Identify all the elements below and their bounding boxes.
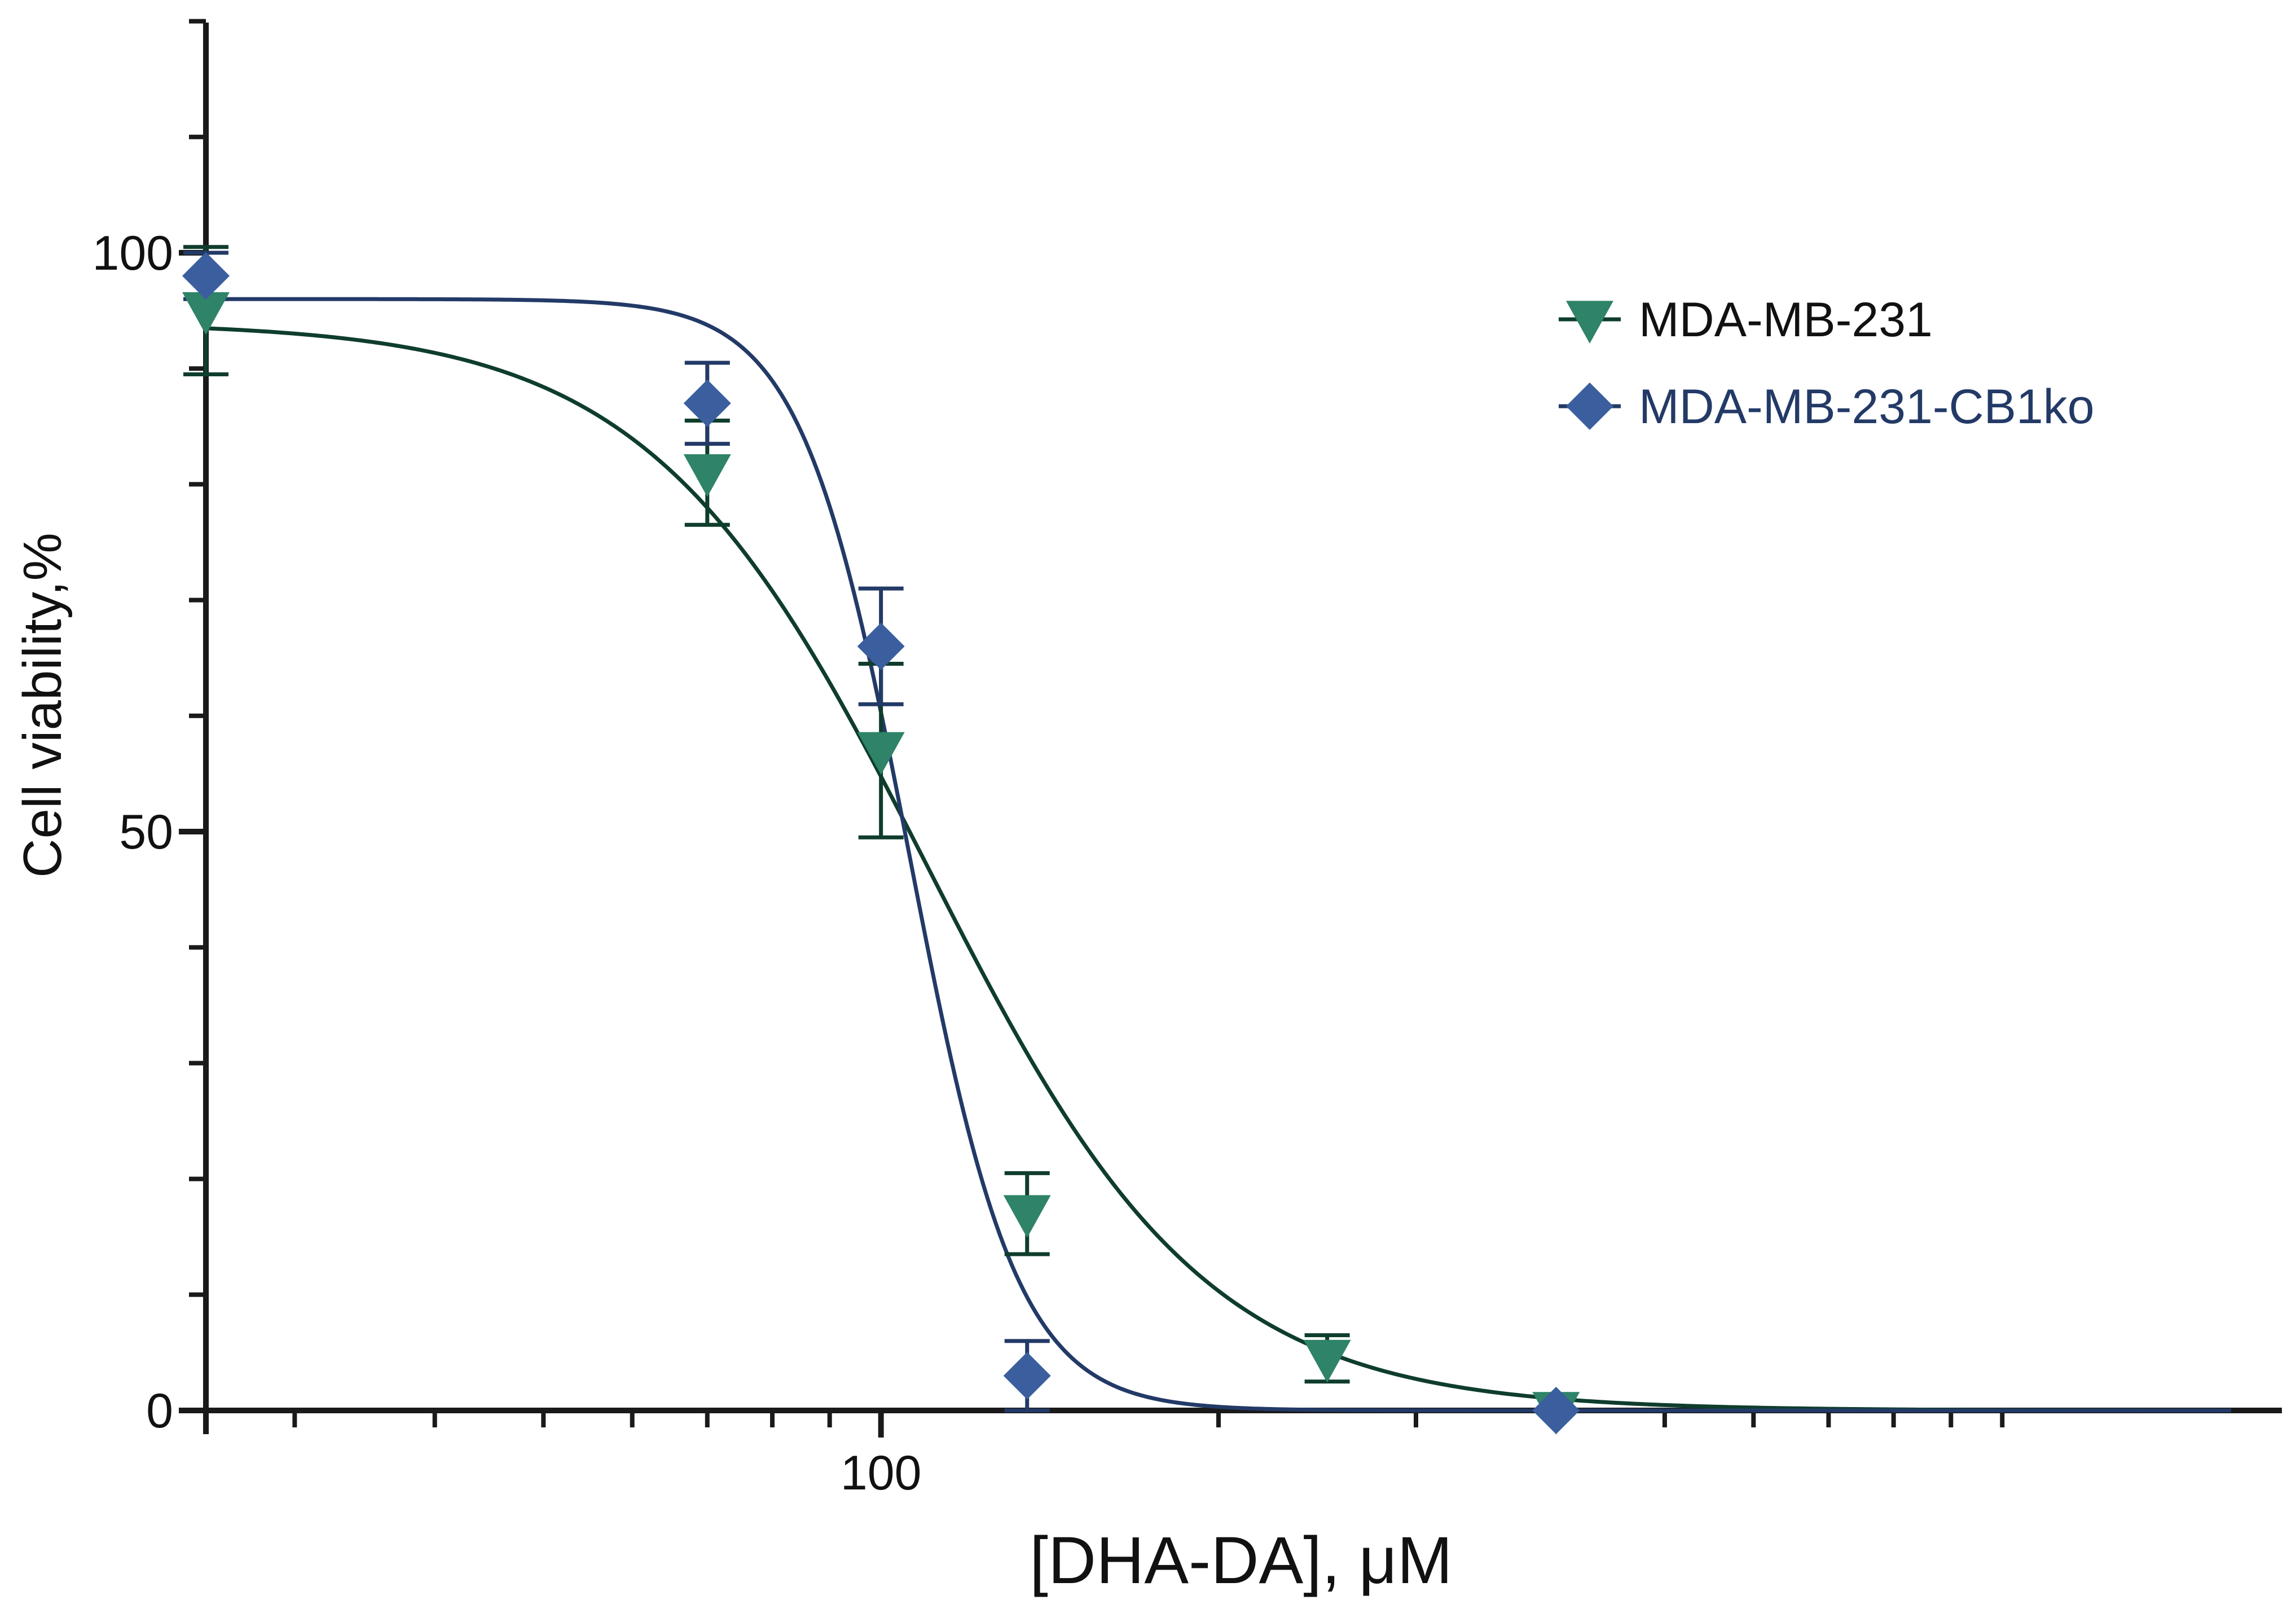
fit-curve-0 bbox=[205, 326, 2232, 1413]
point-diamond bbox=[182, 252, 230, 300]
point-triangle bbox=[1003, 1195, 1051, 1238]
legend-item-mda-mb-231: MDA-MB-231 bbox=[1559, 293, 1933, 347]
point-diamond bbox=[683, 379, 731, 427]
point-triangle bbox=[857, 732, 905, 775]
point-diamond bbox=[1532, 1387, 1580, 1434]
legend-marker-diamond bbox=[1559, 383, 1621, 430]
legend-marker-triangle bbox=[1559, 301, 1621, 344]
legend-item-mda-mb-231-cb1ko: MDA-MB-231-CB1ko bbox=[1559, 380, 2095, 434]
y-axis-title: Cell viability,% bbox=[12, 533, 73, 878]
point-triangle bbox=[1303, 1339, 1351, 1383]
fit-curve-1 bbox=[206, 297, 2231, 1413]
point-diamond bbox=[1003, 1352, 1051, 1400]
axes bbox=[179, 19, 2282, 1438]
y-tick-label: 100 bbox=[93, 226, 174, 280]
point-triangle bbox=[683, 454, 731, 497]
x-tick-label: 100 bbox=[841, 1446, 922, 1500]
fit-curves bbox=[205, 297, 2232, 1413]
legend-diamond bbox=[1566, 383, 1613, 430]
legend-label-mda-mb-231: MDA-MB-231 bbox=[1639, 293, 1933, 347]
x-axis-title: [DHA-DA], μM bbox=[1030, 1523, 1453, 1598]
legend: MDA-MB-231 MDA-MB-231-CB1ko bbox=[1559, 293, 2095, 434]
legend-label-mda-mb-231-cb1ko: MDA-MB-231-CB1ko bbox=[1639, 380, 2095, 434]
y-tick-label: 0 bbox=[146, 1384, 173, 1438]
legend-triangle bbox=[1566, 301, 1613, 344]
y-tick-label: 50 bbox=[119, 805, 173, 859]
point-triangle bbox=[182, 292, 230, 335]
point-diamond bbox=[857, 622, 905, 670]
data-points bbox=[182, 252, 1580, 1435]
tick-labels: 0 50 100 100 bbox=[93, 226, 922, 1500]
error-bars bbox=[183, 245, 1350, 1413]
